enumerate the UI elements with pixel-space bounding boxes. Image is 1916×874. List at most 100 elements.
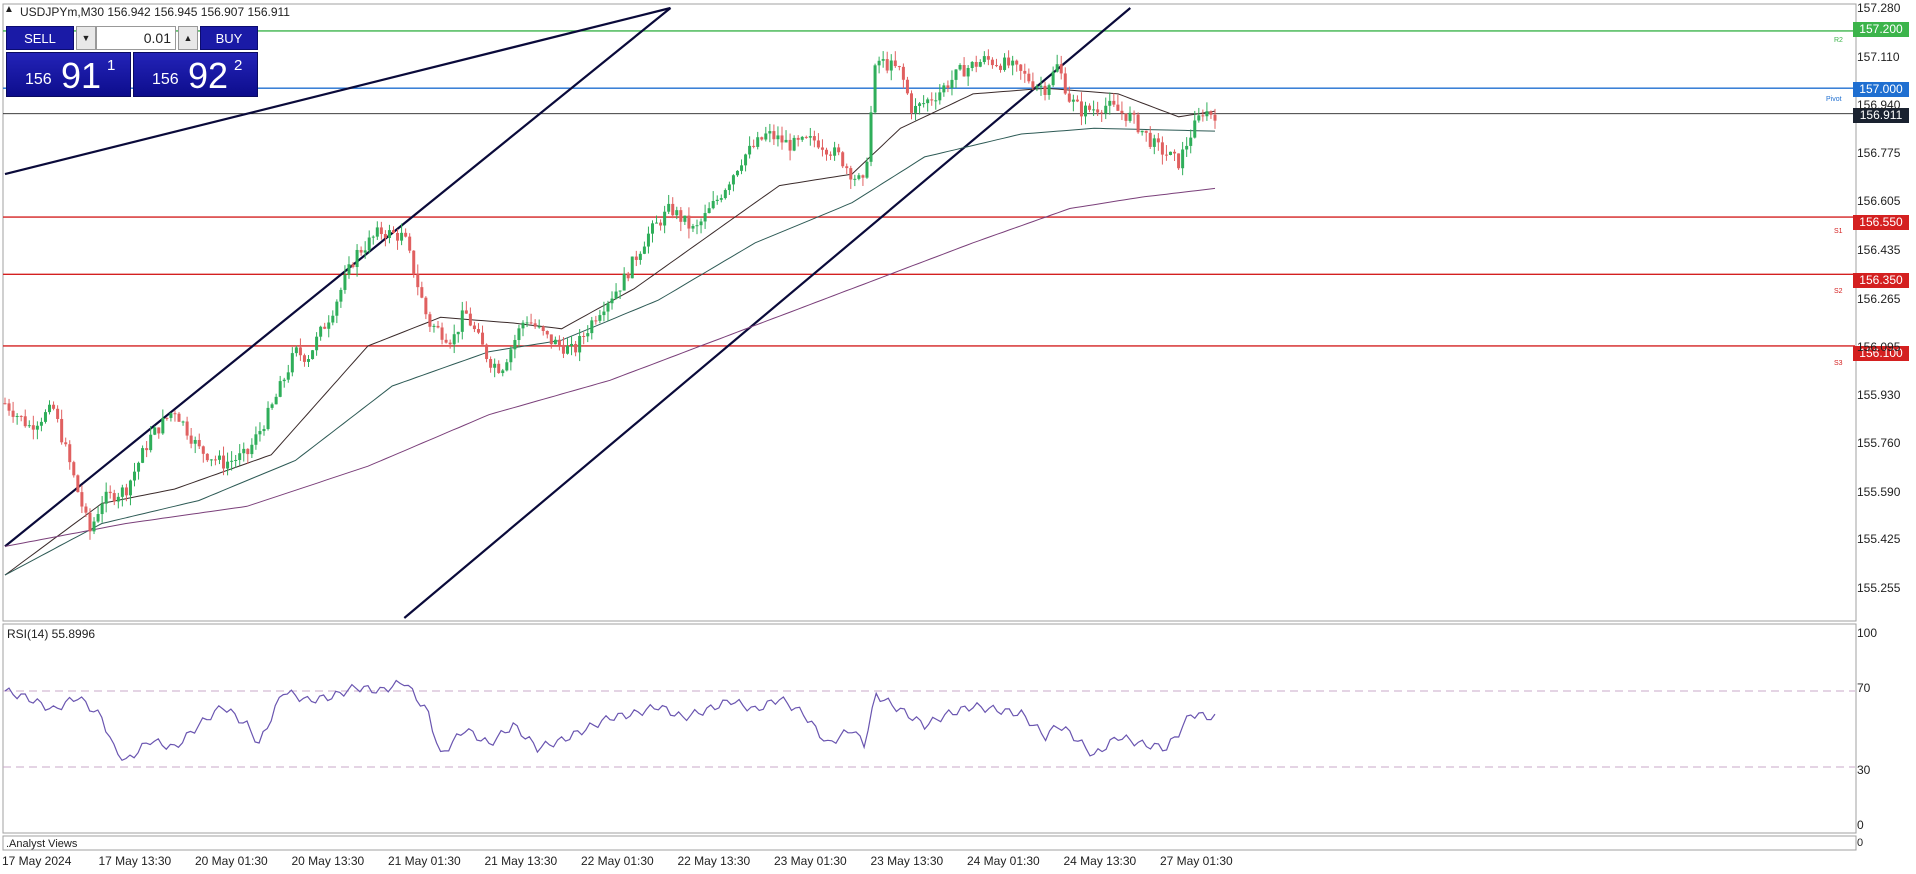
candle-body (711, 201, 715, 209)
candle-body (934, 100, 938, 102)
candle-body (315, 336, 319, 351)
candle-body (869, 112, 873, 162)
candle-body (873, 65, 877, 113)
candle-body (1043, 85, 1047, 95)
candle-body (485, 344, 489, 360)
candle-body (124, 487, 128, 496)
candle-body (173, 413, 177, 415)
candle-body (213, 459, 217, 461)
channel-line-3 (403, 7, 1132, 619)
candle-body (189, 435, 193, 444)
candle-body (812, 136, 816, 141)
candle-body (760, 137, 764, 140)
candle-body (990, 59, 994, 66)
candle-body (553, 339, 557, 345)
candle-body (80, 492, 84, 507)
candle-body (630, 256, 634, 279)
time-tick-label: 20 May 13:30 (291, 854, 365, 868)
candle-body (626, 273, 630, 279)
candle-body (505, 362, 509, 371)
candle-body (703, 213, 707, 222)
candle-body (15, 415, 19, 417)
sell-price-box[interactable]: 156 91 1 (6, 52, 131, 97)
buy-button[interactable]: BUY (200, 26, 258, 50)
volume-input[interactable]: 0.01 (96, 26, 176, 50)
candle-body (816, 140, 820, 148)
time-tick-label: 21 May 13:30 (484, 854, 558, 868)
candle-body (1011, 60, 1015, 66)
candle-body (671, 203, 675, 216)
candle-body (1067, 93, 1071, 102)
candle-body (699, 221, 703, 226)
candle-body (145, 448, 149, 451)
candle-body (476, 329, 480, 333)
candle-body (837, 147, 841, 153)
candle-body (1100, 112, 1104, 114)
candle-body (311, 350, 315, 360)
candle-body (347, 264, 351, 275)
candle-body (918, 103, 922, 106)
candle-body (408, 236, 412, 251)
candle-body (1063, 73, 1067, 94)
candle-body (889, 60, 893, 71)
candle-body (683, 215, 687, 222)
price-tick-label: 156.605 (1857, 194, 1901, 209)
triangle-up-icon[interactable]: ▲ (4, 4, 14, 15)
candle-body (60, 418, 64, 443)
candle-body (561, 344, 565, 354)
pivot-tag: Pivot (1826, 96, 1842, 103)
candle-body (1108, 100, 1112, 106)
rsi-indicator (3, 679, 1855, 768)
price-tick-label: 156.095 (1857, 340, 1901, 355)
candle-body (1152, 138, 1156, 147)
sell-button[interactable]: SELL (6, 26, 74, 50)
candle-body (517, 328, 521, 341)
candle-body (646, 233, 650, 247)
channel-line-1 (4, 6, 671, 176)
s2-tag: S2 (1834, 288, 1843, 295)
candle-body (1144, 130, 1148, 133)
candle-body (250, 444, 254, 455)
candle-body (72, 462, 76, 476)
arrow-up-icon[interactable]: ▲ (178, 26, 198, 50)
candle-body (1039, 85, 1043, 87)
candle-body (1168, 151, 1172, 155)
candle-body (52, 404, 56, 409)
candle-body (298, 347, 302, 356)
candle-body (1079, 101, 1083, 117)
candle-body (930, 99, 934, 101)
ma-slow-line (4, 187, 1216, 547)
candle-body (23, 416, 27, 427)
candle-body (1160, 142, 1164, 155)
candle-body (885, 59, 889, 71)
candle-body (525, 322, 529, 324)
candle-body (387, 230, 391, 239)
rsi-level-30: 30 (1857, 763, 1871, 777)
arrow-down-icon[interactable]: ▼ (76, 26, 96, 50)
candle-body (1164, 154, 1168, 156)
candle-body (744, 154, 748, 166)
candle-body (141, 448, 145, 463)
trend-channel-lines[interactable] (4, 6, 1132, 619)
candle-body (383, 234, 387, 239)
candle-body (752, 145, 756, 147)
candle-body (820, 147, 824, 150)
analyst-views-frame (2, 835, 1857, 851)
candle-body (1193, 120, 1197, 138)
candle-body (396, 232, 400, 241)
candle-body (359, 249, 363, 253)
candle-body (715, 199, 719, 202)
candle-body (412, 250, 416, 275)
buy-price-box[interactable]: 156 92 2 (133, 52, 258, 97)
candle-body (622, 273, 626, 291)
candle-body (1120, 110, 1124, 114)
candle-body (497, 363, 501, 374)
r2-tag: R2 (1834, 37, 1843, 44)
candle-body (137, 462, 141, 472)
candle-body (420, 287, 424, 298)
price-tick-label: 155.930 (1857, 387, 1901, 402)
candle-body (590, 320, 594, 334)
candlestick-series (3, 49, 1217, 540)
candle-body (39, 421, 43, 426)
